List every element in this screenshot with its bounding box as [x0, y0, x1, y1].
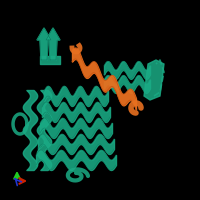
- Polygon shape: [144, 60, 164, 100]
- Polygon shape: [37, 28, 51, 60]
- Polygon shape: [46, 28, 60, 60]
